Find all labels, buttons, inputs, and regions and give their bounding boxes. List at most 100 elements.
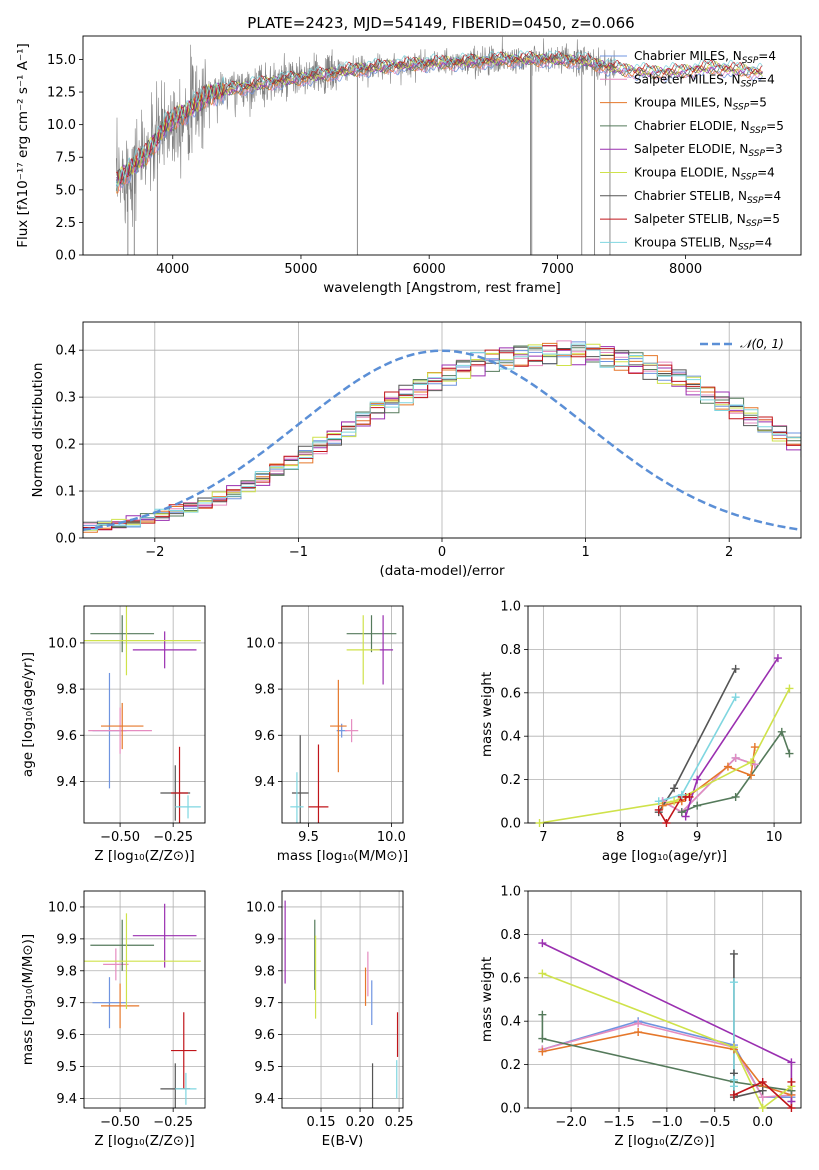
axes-frame	[82, 35, 802, 256]
mass-weight-marker	[747, 771, 756, 780]
mass-weight-marker	[538, 1034, 547, 1043]
x-tick-label: −0.25	[153, 1115, 193, 1130]
x-tick-label: 5000	[284, 262, 317, 277]
x-tick-label: 8000	[669, 262, 702, 277]
mass-weight-marker	[785, 749, 794, 758]
mass-weight-line	[662, 756, 756, 814]
x-tick-label: 0.25	[385, 1115, 414, 1130]
chart-mass-vs-Z: −0.50 −0.25 9.4 9.5 9.6 9.7 9.8 9.9 10.0 Z [log₁₀…	[20, 890, 206, 1149]
x-axis-label: (data-model)/error	[379, 563, 505, 579]
legend-entry: Kroupa MILES, NSSP=5	[634, 96, 767, 113]
y-axis-label: mass weight	[479, 957, 495, 1042]
legend-entry: Salpeter MILES, NSSP=4	[634, 72, 775, 89]
y-tick-label: 7.5	[55, 151, 76, 166]
mass-weight-line	[539, 688, 791, 823]
y-tick-label: 9.7	[254, 996, 275, 1011]
mass-weight-marker	[538, 1047, 547, 1056]
mass-weight-marker	[634, 1028, 643, 1037]
legend-entry: Chabrier MILES, NSSP=4	[634, 49, 776, 66]
model-spectrum	[116, 50, 763, 185]
y-tick-label: 9.7	[56, 996, 77, 1011]
y-tick-label: 9.8	[56, 964, 77, 979]
y-axis-label: age [log₁₀(age/yr)]	[20, 652, 36, 777]
x-tick-label: 6000	[413, 262, 446, 277]
axes-frame	[82, 321, 802, 539]
legend-entry: Salpeter ELODIE, NSSP=3	[634, 142, 783, 159]
chart-spectrum: 4000 5000 6000 7000 8000 0.0 2.5 5.0 7.5 10.0 12.5…	[15, 35, 802, 296]
y-tick-label: 10.0	[246, 900, 275, 915]
y-tick-label: 1.0	[500, 600, 521, 615]
legend-entry: Chabrier ELODIE, NSSP=5	[634, 119, 784, 136]
chart-age-vs-mass: 9.5 10.0 9.4 9.6 9.8 10.0 mass [log₁₀(M/M⊙)]	[246, 605, 408, 864]
x-tick-label: 9	[693, 830, 701, 845]
mass-weight-marker	[729, 1043, 738, 1052]
x-axis-label: Z [log₁₀(Z/Z⊙)]	[94, 848, 194, 864]
y-tick-label: 9.4	[254, 1092, 275, 1107]
y-tick-label: 0.8	[500, 928, 521, 943]
mass-weight-marker	[693, 775, 702, 784]
mass-weight-marker	[787, 1058, 796, 1067]
mass-weight-marker	[787, 1104, 796, 1112]
mass-weight-marker	[662, 819, 671, 827]
mass-weight-marker	[758, 1077, 767, 1086]
y-axis-label: Normed distribution	[30, 363, 46, 498]
y-tick-label: 9.9	[254, 932, 275, 947]
mass-weight-marker	[535, 819, 544, 827]
y-tick-label: 10.0	[48, 636, 77, 651]
mass-weight-marker	[538, 969, 547, 978]
y-tick-label: 9.4	[56, 775, 77, 790]
mass-weight-marker	[634, 1019, 643, 1028]
mass-weight-marker	[677, 790, 686, 799]
mass-weight-marker	[538, 939, 547, 948]
y-tick-label: 0.4	[500, 1015, 521, 1030]
x-axis-label: wavelength [Angstrom, rest frame]	[323, 280, 561, 296]
axes-frame	[527, 890, 802, 1109]
plot-area	[84, 606, 201, 823]
mass-weight-marker	[670, 784, 679, 793]
mass-weight-marker	[658, 801, 667, 810]
mass-weight-marker	[654, 805, 663, 814]
y-tick-label: 0.3	[55, 391, 76, 406]
axes-frame	[83, 890, 206, 1109]
y-tick-label: 9.6	[56, 729, 77, 744]
plot-area	[115, 36, 763, 255]
y-tick-label: 0.4	[55, 344, 76, 359]
x-tick-label: 10.0	[377, 830, 406, 845]
mass-weight-marker	[787, 1077, 796, 1086]
mass-weight-marker	[729, 949, 738, 958]
x-axis-label: E(B-V)	[322, 1133, 364, 1149]
y-tick-label: 9.4	[56, 1092, 77, 1107]
y-tick-label: 15.0	[47, 53, 76, 68]
y-tick-label: 0.6	[500, 686, 521, 701]
x-tick-label: 0.15	[307, 1115, 336, 1130]
chart-mw-vs-age: 7 8 9 10 0.0 0.2 0.4 0.6 0.8 1.0 age [log₁₀(age/yr…	[479, 600, 802, 864]
y-tick-label: 2.5	[55, 216, 76, 231]
x-tick-label: 0	[438, 545, 446, 560]
x-tick-label: 10	[766, 830, 783, 845]
chart-age-vs-Z: −0.50 −0.25 9.4 9.6 9.8 10.0 Z [log₁₀(Z/Z⊙)] ag…	[20, 605, 206, 864]
x-tick-label: −0.50	[100, 830, 140, 845]
mass-weight-marker	[693, 801, 702, 810]
y-tick-label: 0.4	[500, 730, 521, 745]
y-tick-label: 9.6	[254, 729, 275, 744]
axes-frame	[281, 605, 404, 824]
y-tick-label: 5.0	[55, 183, 76, 198]
y-tick-label: 0.0	[55, 249, 76, 264]
chart-histogram: −2 −1 0 1 2 0.0 0.1 0.2 0.3 0.4 (data-model)/error…	[30, 321, 802, 579]
histogram-step	[83, 343, 801, 531]
plot-area	[84, 903, 201, 1108]
y-tick-label: 10.0	[47, 118, 76, 133]
x-tick-label: −2	[145, 545, 164, 560]
y-tick-label: 0.6	[500, 971, 521, 986]
model-spectrum	[115, 50, 763, 188]
x-tick-label: 0.20	[346, 1115, 375, 1130]
y-tick-label: 0.0	[500, 817, 521, 832]
x-tick-label: −2.0	[555, 1115, 587, 1130]
y-tick-label: 1.0	[500, 885, 521, 900]
y-tick-label: 0.0	[55, 532, 76, 547]
legend-entry: Chabrier STELIB, NSSP=4	[634, 189, 781, 206]
mass-weight-marker	[654, 797, 663, 806]
axes-frame	[83, 605, 206, 824]
y-tick-label: 0.0	[500, 1102, 521, 1117]
